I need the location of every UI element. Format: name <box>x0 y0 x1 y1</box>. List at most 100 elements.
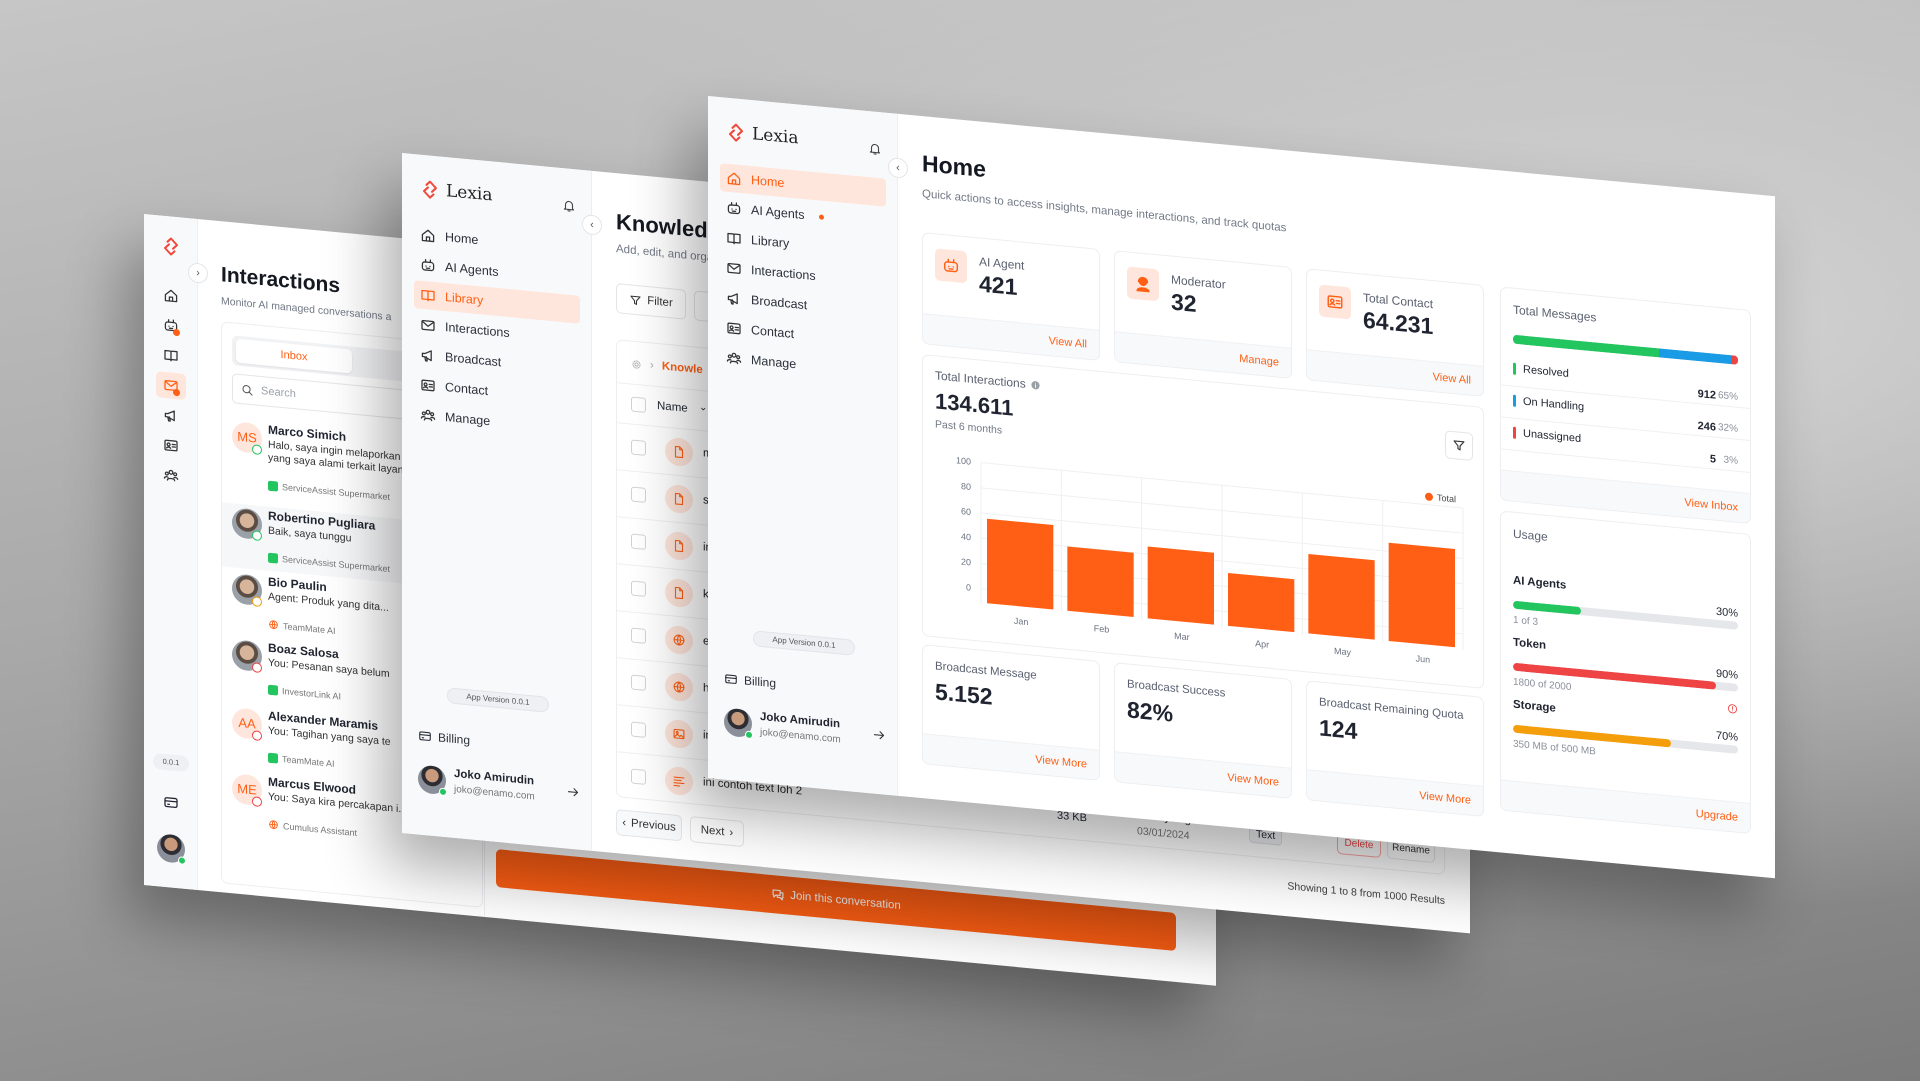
sidebar-item-interactions[interactable]: Interactions <box>720 253 886 297</box>
sidebar-item-home[interactable]: Home <box>414 220 580 264</box>
mail-icon <box>726 260 742 278</box>
search-input[interactable]: Search <box>232 373 483 428</box>
notification-dot <box>173 388 180 397</box>
sidebar-item-label: Interactions <box>445 320 510 341</box>
view-inbox-link[interactable]: View Inbox <box>1684 496 1738 514</box>
file-icon <box>665 530 693 562</box>
join-conversation-button[interactable]: Join this conversation <box>496 849 1176 952</box>
stat-link[interactable]: View All <box>1432 371 1471 387</box>
x-tick-label: Feb <box>1094 623 1109 634</box>
y-tick-label: 60 <box>961 506 971 517</box>
row-checkbox[interactable] <box>631 580 646 597</box>
x-tick-label: Jun <box>1416 654 1430 665</box>
rail-item-book[interactable] <box>156 341 186 370</box>
bell-icon[interactable] <box>868 141 882 156</box>
select-all-checkbox[interactable] <box>631 396 646 413</box>
sidebar-item-library[interactable]: Library <box>414 280 580 324</box>
chat-icon <box>771 887 785 902</box>
logout-arrow-icon[interactable] <box>872 727 886 742</box>
billing-label: Billing <box>438 730 471 748</box>
stat-link[interactable]: View All <box>1048 335 1087 351</box>
avatar[interactable] <box>157 833 186 865</box>
rail-item-robot[interactable] <box>156 311 186 340</box>
y-tick-label: 40 <box>961 531 971 542</box>
status-count: 5 <box>1709 453 1716 466</box>
bar-apr <box>1228 572 1295 633</box>
usage-detail: 350 MB of 500 MB <box>1513 738 1596 758</box>
row-checkbox[interactable] <box>631 533 646 550</box>
previous-button[interactable]: ‹ Previous <box>616 809 682 842</box>
filter-button[interactable]: Filter <box>616 283 686 320</box>
sidebar-item-manage[interactable]: Manage <box>414 400 580 444</box>
sidebar-item-interactions[interactable]: Interactions <box>414 310 580 354</box>
sidebar-item-contact[interactable]: Contact <box>414 370 580 414</box>
tab-inbox[interactable]: Inbox <box>236 338 352 374</box>
sidebar-item-library[interactable]: Library <box>720 223 886 267</box>
card-footer: View All <box>1307 349 1483 396</box>
rail-item-home[interactable] <box>156 281 186 310</box>
next-button[interactable]: Next › <box>690 816 744 848</box>
name-column-header[interactable]: Name <box>657 399 688 415</box>
user-profile[interactable]: Joko Amirudin joko@enamo.com <box>416 760 586 816</box>
contact-icon <box>420 377 436 395</box>
bell-icon[interactable] <box>562 198 576 213</box>
conversation-item[interactable]: ME Marcus Elwood You: Saya kira percakapan… <box>222 768 482 862</box>
sidebar-item-contact[interactable]: Contact <box>720 313 886 357</box>
robot-icon <box>164 319 178 332</box>
globe-icon <box>268 619 279 631</box>
sidebar-item-broadcast[interactable]: Broadcast <box>720 283 886 327</box>
sidebar-item-label: Interactions <box>751 263 816 284</box>
sidebar-item-home[interactable]: Home <box>720 163 886 207</box>
file-date-full: 03/01/2024 <box>1137 825 1190 843</box>
view-more-link[interactable]: View More <box>1035 753 1087 771</box>
billing-icon[interactable] <box>163 794 179 812</box>
row-checkbox[interactable] <box>631 721 646 738</box>
pagination-summary: Showing 1 to 8 from 1000 Results <box>1287 880 1445 908</box>
row-checkbox[interactable] <box>631 486 646 503</box>
usage-card: Usage AI Agents 30% 1 of 3 Token 90% 1800 of 2… <box>1500 510 1751 835</box>
view-more-link[interactable]: View More <box>1419 789 1471 807</box>
rail-item-users[interactable] <box>156 461 186 490</box>
sidebar-item-manage[interactable]: Manage <box>720 343 886 387</box>
user-profile[interactable]: Joko Amirudin joko@enamo.com <box>722 703 892 759</box>
breadcrumb-current[interactable]: Knowle <box>661 360 703 377</box>
source-name: TeamMate AI <box>283 620 336 636</box>
source-channel: ServiceAssist Supermarket <box>268 552 390 574</box>
book-icon <box>420 287 436 305</box>
sidebar-item-label: Library <box>751 233 790 251</box>
status-color-marker <box>1513 394 1516 407</box>
row-checkbox[interactable] <box>631 674 646 691</box>
users-icon <box>420 407 436 425</box>
status-clock-icon <box>252 730 262 742</box>
rail-item-mail[interactable] <box>156 371 186 400</box>
broadcast-card: Broadcast Success 82% View More <box>1114 662 1292 799</box>
card-footer: Upgrade <box>1501 779 1750 833</box>
conversation-item[interactable]: Bio Paulin Agent: Produk yang dita... Team… <box>222 568 482 656</box>
card-footer: View More <box>923 733 1099 780</box>
rail-item-megaphone[interactable] <box>156 401 186 430</box>
upgrade-link[interactable]: Upgrade <box>1695 807 1738 824</box>
stat-value: 64.231 <box>1363 306 1434 340</box>
bar-segment-resolved <box>1513 334 1660 358</box>
file-icon <box>665 577 693 609</box>
info-icon <box>1030 379 1041 391</box>
rail-item-contact[interactable] <box>156 431 186 460</box>
text-icon <box>665 765 693 797</box>
stat-link[interactable]: Manage <box>1239 352 1279 369</box>
stat-card-moderator: Moderator 32 Manage <box>1114 250 1292 379</box>
sidebar: Lexia Home AI Agents Library Interactions Bro… <box>402 153 592 851</box>
breadcrumb-separator: › <box>650 359 654 372</box>
sidebar-item-broadcast[interactable]: Broadcast <box>414 340 580 384</box>
table-row: ini contoh text loh 233 KB12 days ago03/… <box>617 751 1444 876</box>
row-checkbox[interactable] <box>631 768 646 785</box>
sidebar-item-ai-agents[interactable]: AI Agents <box>414 250 580 294</box>
billing-link[interactable]: Billing <box>724 672 776 690</box>
sidebar-item-ai-agents[interactable]: AI Agents <box>720 193 886 237</box>
logout-arrow-icon[interactable] <box>566 784 580 799</box>
chart-filter-button[interactable] <box>1445 430 1473 461</box>
billing-link[interactable]: Billing <box>418 729 471 748</box>
row-checkbox[interactable] <box>631 439 646 456</box>
row-checkbox[interactable] <box>631 627 646 644</box>
page-subtitle: Add, edit, and orga <box>616 243 714 265</box>
view-more-link[interactable]: View More <box>1227 771 1279 789</box>
